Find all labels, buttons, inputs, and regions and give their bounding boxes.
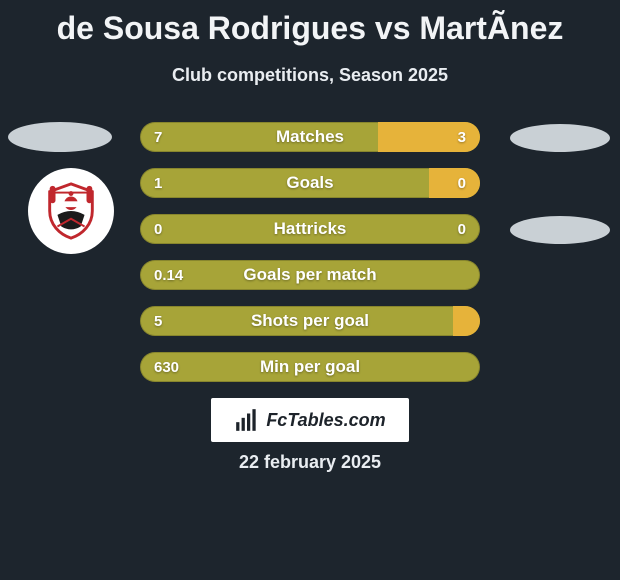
stat-label: Goals per match [140, 260, 480, 290]
watermark: FcTables.com [211, 398, 409, 442]
stat-label: Shots per goal [140, 306, 480, 336]
stats-chart: 7 Matches 3 1 Goals 0 [0, 118, 620, 394]
stat-value-right: 0 [458, 214, 466, 244]
stat-bar: 630 Min per goal [140, 352, 480, 382]
barchart-icon [234, 407, 260, 433]
stat-row: 7 Matches 3 [0, 118, 620, 164]
stat-row: 630 Min per goal [0, 348, 620, 394]
date-label: 22 february 2025 [0, 452, 620, 473]
stat-bar: 5 Shots per goal [140, 306, 480, 336]
stat-row: 5 Shots per goal [0, 302, 620, 348]
stat-label: Matches [140, 122, 480, 152]
page-title: de Sousa Rodrigues vs MartÃnez [0, 0, 620, 47]
stat-label: Goals [140, 168, 480, 198]
watermark-text: FcTables.com [266, 410, 385, 431]
stat-label: Hattricks [140, 214, 480, 244]
stat-row: 0 Hattricks 0 [0, 210, 620, 256]
page-subtitle: Club competitions, Season 2025 [0, 65, 620, 86]
stat-bar: 0.14 Goals per match [140, 260, 480, 290]
player-left-placeholder [8, 122, 112, 152]
stat-bar: 7 Matches 3 [140, 122, 480, 152]
player-comparison-infographic: de Sousa Rodrigues vs MartÃnez Club comp… [0, 0, 620, 580]
stat-value-right: 3 [458, 122, 466, 152]
player-right-placeholder [510, 124, 610, 152]
stat-value-right: 0 [458, 168, 466, 198]
stat-row: 0.14 Goals per match [0, 256, 620, 302]
stat-label: Min per goal [140, 352, 480, 382]
stat-bar: 1 Goals 0 [140, 168, 480, 198]
stat-bar: 0 Hattricks 0 [140, 214, 480, 244]
